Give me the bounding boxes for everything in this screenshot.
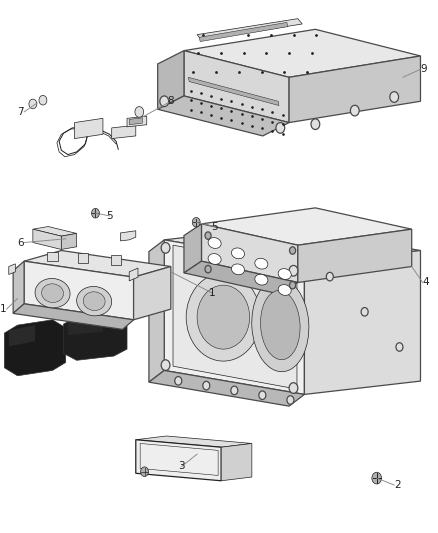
Polygon shape [197, 19, 302, 40]
Ellipse shape [77, 286, 112, 316]
Polygon shape [13, 261, 24, 313]
Circle shape [231, 386, 238, 394]
Polygon shape [120, 231, 136, 241]
Ellipse shape [186, 273, 261, 361]
Polygon shape [164, 227, 420, 264]
Polygon shape [68, 317, 103, 335]
Polygon shape [184, 51, 289, 123]
Polygon shape [289, 56, 420, 123]
Polygon shape [298, 229, 412, 282]
Circle shape [290, 247, 296, 254]
Text: 9: 9 [420, 64, 427, 74]
Circle shape [290, 281, 296, 289]
Circle shape [361, 308, 368, 316]
Ellipse shape [255, 259, 268, 269]
Text: 5: 5 [211, 222, 218, 231]
Text: 1: 1 [0, 304, 7, 314]
Circle shape [396, 343, 403, 351]
Circle shape [161, 360, 170, 370]
Ellipse shape [261, 290, 300, 360]
Circle shape [39, 95, 47, 105]
Text: 2: 2 [394, 480, 401, 490]
Polygon shape [158, 51, 184, 109]
Polygon shape [33, 227, 77, 236]
Polygon shape [78, 253, 88, 263]
Circle shape [161, 243, 170, 253]
Ellipse shape [35, 278, 70, 308]
Circle shape [192, 217, 200, 227]
Circle shape [276, 123, 285, 133]
Polygon shape [127, 116, 147, 127]
Ellipse shape [278, 285, 291, 295]
Circle shape [326, 272, 333, 281]
Polygon shape [304, 251, 420, 394]
Polygon shape [13, 304, 134, 329]
Circle shape [390, 92, 399, 102]
Circle shape [350, 106, 359, 116]
Ellipse shape [278, 269, 291, 279]
Polygon shape [136, 440, 221, 481]
Polygon shape [158, 96, 289, 136]
Text: 6: 6 [18, 238, 24, 247]
Polygon shape [24, 251, 171, 277]
Circle shape [160, 96, 169, 107]
Polygon shape [61, 233, 77, 249]
Polygon shape [136, 436, 252, 447]
Polygon shape [4, 320, 66, 376]
Polygon shape [9, 264, 15, 274]
Text: 5: 5 [106, 211, 113, 221]
Polygon shape [221, 443, 252, 481]
Polygon shape [164, 240, 304, 394]
Circle shape [135, 107, 144, 117]
Polygon shape [74, 118, 103, 139]
Circle shape [141, 467, 148, 477]
Polygon shape [188, 77, 279, 106]
Polygon shape [24, 261, 134, 320]
Ellipse shape [252, 279, 309, 372]
Circle shape [205, 265, 211, 273]
Polygon shape [64, 313, 127, 360]
Polygon shape [129, 118, 142, 125]
Ellipse shape [42, 284, 64, 303]
Text: 4: 4 [423, 278, 429, 287]
Polygon shape [111, 255, 121, 264]
Polygon shape [33, 229, 61, 249]
Polygon shape [149, 370, 304, 406]
Polygon shape [129, 268, 138, 281]
Circle shape [259, 391, 266, 400]
Polygon shape [112, 125, 136, 139]
Polygon shape [149, 240, 164, 382]
Polygon shape [184, 261, 298, 294]
Ellipse shape [208, 254, 221, 264]
Circle shape [287, 395, 294, 405]
Circle shape [289, 265, 298, 276]
Polygon shape [199, 22, 288, 42]
Ellipse shape [208, 238, 221, 248]
Circle shape [289, 383, 298, 393]
Circle shape [311, 119, 320, 130]
Polygon shape [184, 29, 420, 77]
Circle shape [205, 232, 211, 239]
Polygon shape [201, 208, 412, 245]
Ellipse shape [231, 248, 244, 259]
Polygon shape [173, 245, 297, 389]
Text: 3: 3 [178, 462, 185, 471]
Circle shape [92, 208, 99, 218]
Polygon shape [134, 266, 171, 320]
Polygon shape [184, 224, 201, 273]
Polygon shape [9, 325, 35, 346]
Ellipse shape [231, 264, 244, 274]
Polygon shape [47, 252, 58, 262]
Circle shape [203, 382, 210, 390]
Circle shape [29, 99, 37, 109]
Text: 8: 8 [167, 96, 174, 106]
Text: 1: 1 [209, 288, 216, 298]
Circle shape [175, 376, 182, 385]
Ellipse shape [255, 274, 268, 285]
Ellipse shape [83, 292, 105, 311]
Polygon shape [201, 224, 298, 282]
Ellipse shape [197, 285, 250, 349]
Text: 7: 7 [18, 107, 24, 117]
Circle shape [372, 472, 381, 484]
